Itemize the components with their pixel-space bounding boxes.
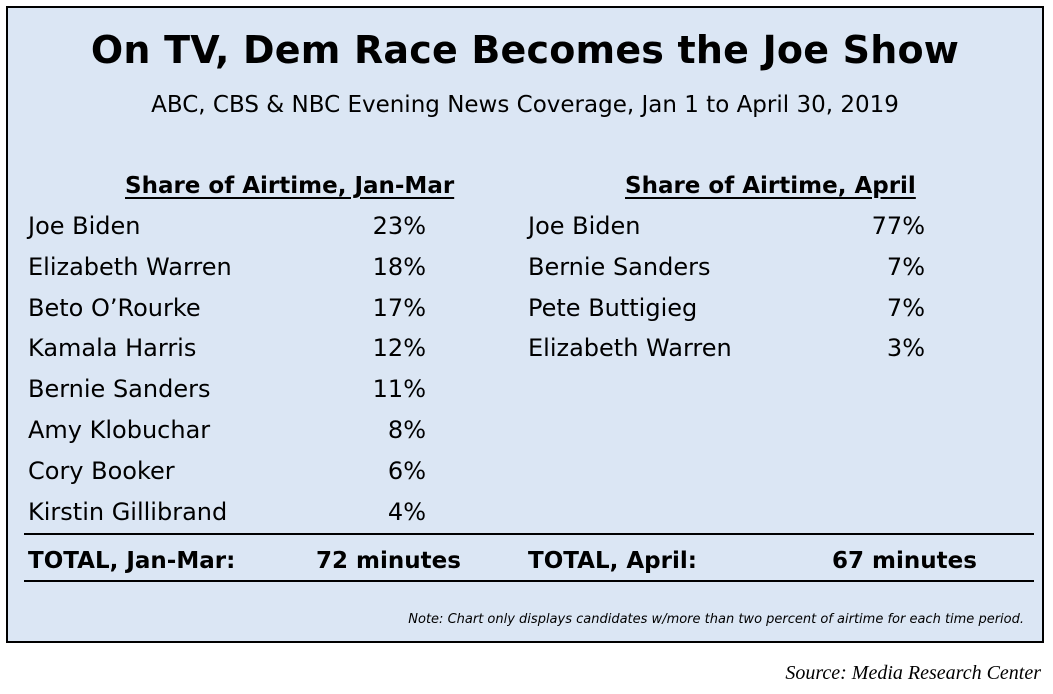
chart-title: On TV, Dem Race Becomes the Joe Show (90, 28, 960, 72)
total-top-rule (24, 533, 1034, 535)
left-row-name: Cory Booker (28, 457, 175, 485)
left-total-label: TOTAL, Jan-Mar: (28, 548, 236, 574)
left-row-share: 6% (387, 457, 426, 485)
left-row-share: 12% (372, 334, 426, 362)
chart-note: Note: Chart only displays candidates w/m… (408, 612, 1024, 627)
right-row-share: 7% (886, 253, 925, 281)
left-total-value: 72 minutes (316, 548, 461, 574)
left-row-share: 4% (387, 498, 426, 526)
right-row-name: Pete Buttigieg (528, 294, 698, 322)
chart-subtitle: ABC, CBS & NBC Evening News Coverage, Ja… (151, 92, 899, 118)
left-row-name: Amy Klobuchar (28, 416, 211, 444)
chart-panel: On TV, Dem Race Becomes the Joe Show ABC… (6, 6, 1044, 643)
left-row-name: Elizabeth Warren (28, 253, 232, 281)
left-row-name: Kamala Harris (28, 334, 197, 362)
total-bottom-rule (24, 580, 1034, 582)
right-row-name: Elizabeth Warren (528, 334, 732, 362)
left-row-share: 8% (387, 416, 426, 444)
left-row-name: Joe Biden (28, 212, 141, 240)
right-row-share: 3% (886, 334, 925, 362)
left-row-share: 23% (372, 212, 426, 240)
right-total-value: 67 minutes (832, 548, 977, 574)
right-total-label: TOTAL, April: (528, 548, 697, 574)
right-row-share: 7% (886, 294, 925, 322)
left-row-share: 17% (372, 294, 426, 322)
chart-source: Source: Media Research Center (785, 662, 1041, 684)
left-row-name: Kirstin Gillibrand (28, 498, 228, 526)
right-table-header: Share of Airtime, April (625, 173, 916, 199)
left-table-header: Share of Airtime, Jan-Mar (125, 173, 455, 199)
right-row-name: Joe Biden (528, 212, 641, 240)
left-row-name: Beto O’Rourke (28, 294, 201, 322)
right-row-share: 77% (871, 212, 925, 240)
left-row-name: Bernie Sanders (28, 375, 211, 403)
left-row-share: 18% (372, 253, 426, 281)
right-row-name: Bernie Sanders (528, 253, 711, 281)
left-row-share: 11% (372, 375, 426, 403)
